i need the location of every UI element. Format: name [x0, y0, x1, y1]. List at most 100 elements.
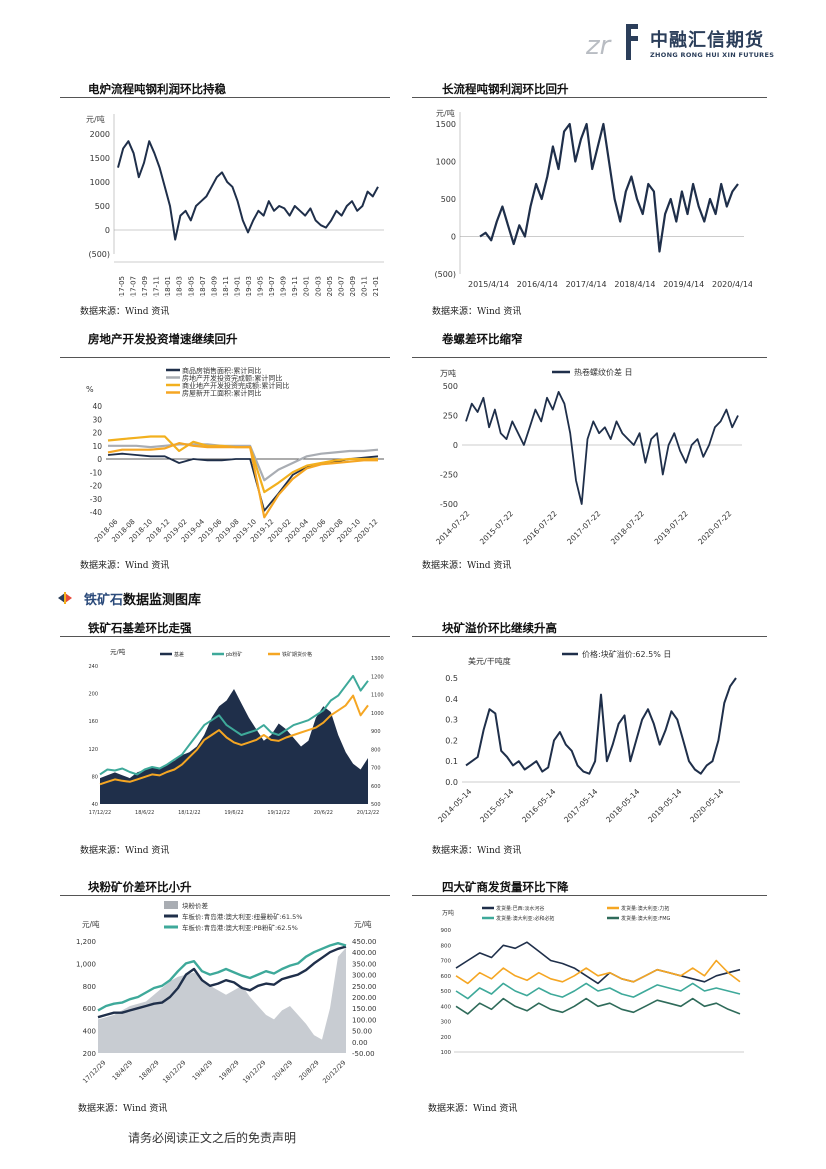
basis-area: [100, 689, 368, 804]
y-tick-label: 900: [441, 928, 452, 934]
legend-label: 价格:块矿溢价:62.5% 日: [582, 649, 671, 659]
x-tick-label: 2015-07-22: [478, 509, 515, 546]
x-tick-label: 2020-07: [337, 276, 345, 297]
y2-tick-label: 0.00: [352, 1039, 368, 1047]
x-tick-label: 2020-11: [360, 276, 368, 297]
legend-label: 热卷螺纹价差 日: [574, 367, 633, 377]
y-tick-label: (500): [434, 270, 456, 279]
x-tick-label: 19/12/22: [267, 810, 289, 816]
y-tick-label: 400: [441, 1004, 452, 1010]
y-tick-label: -30: [90, 495, 102, 504]
svg-text:zr: zr: [586, 31, 613, 61]
y-tick-label: (500): [88, 250, 110, 259]
y-tick-label: 0.5: [445, 674, 458, 683]
section-title-highlight: 铁矿石: [84, 592, 124, 608]
section-title-rest: 数据监测图库: [123, 592, 202, 608]
x-tick-label: 19/4/29: [191, 1059, 214, 1082]
y-tick-label: 400: [83, 1028, 96, 1036]
y-tick-label: 200: [83, 1050, 96, 1058]
x-tick-label: 2020-07-22: [696, 509, 733, 546]
panel-1-source: 数据来源：Wind 资讯: [80, 307, 170, 317]
y-tick-label: 500: [441, 989, 452, 995]
y-tick-label: 80: [92, 774, 98, 780]
x-tick-label: 2017-09: [141, 276, 149, 297]
y2-tick-label: 500: [371, 802, 381, 808]
panel-1-title: 电炉流程吨钢利润环比持稳: [88, 82, 226, 96]
y2-tick-label: 100.00: [352, 1016, 377, 1024]
panel-3-title: 房地产开发投资增速继续回升: [88, 332, 238, 346]
panel-1-rule: [60, 97, 390, 98]
x-tick-label: 2018-05: [187, 276, 195, 297]
x-tick-label: 20/4/29: [271, 1059, 294, 1082]
legend-label: 商品房销售面积:累计同比: [182, 366, 261, 375]
x-tick-label: 2017/4/14: [566, 280, 607, 289]
company-logo: zr 中融汇信期货 ZHONG RONG HUI XIN FUTURES: [586, 20, 786, 64]
x-tick-label: 2017-07: [130, 276, 138, 297]
x-tick-label: 2019-07: [268, 276, 276, 297]
x-tick-label: 2015-05-14: [478, 787, 515, 824]
y-tick-label: 1,000: [76, 960, 96, 968]
panel-3-chart: % 商品房销售面积:累计同比 房地产开发投资完成额:累计同比 商业地产开发投资完成额:…: [78, 362, 390, 552]
x-tick-label: 18/8/29: [137, 1059, 160, 1082]
chart-svg: % 商品房销售面积:累计同比房地产开发投资完成额:累计同比商业地产开发投资完成额:…: [86, 366, 384, 544]
y-tick-label: 0.0: [445, 778, 458, 787]
legend-label: pb粉矿: [226, 651, 242, 658]
panel-7-rule: [60, 895, 390, 896]
x-tick-label: 2017-07-22: [565, 509, 602, 546]
x-tick-label: 2016/4/14: [517, 280, 558, 289]
x-tick-label: 2017-05-14: [562, 787, 599, 824]
series-line: [107, 452, 379, 512]
y-tick-label: 300: [441, 1020, 452, 1026]
panel-8-chart: 万吨 发货量:巴西:淡水河谷 发货量:澳大利亚:力拓 发货量:澳大利亚:必和必拓 发货量…: [432, 900, 754, 1085]
y-tick-label: 0.4: [445, 695, 458, 704]
panel-2-chart: 元/吨 1500 1000 500 0 (500) 2015/4/14 2016/4/14 20…: [422, 102, 752, 297]
section-bullet-icon: [58, 592, 72, 604]
x-tick-label: 2020-05-14: [688, 787, 725, 824]
y2-tick-label: 300.00: [352, 972, 377, 980]
shipment-series-line: [455, 997, 741, 1015]
y-tick-label: 0.1: [445, 757, 458, 766]
y2-tick-label: 50.00: [352, 1028, 372, 1036]
y-tick-label: 10: [92, 442, 102, 451]
legend-swatch: [164, 901, 178, 909]
x-tick-label: 19/6/22: [224, 810, 243, 816]
profit-series-line: [479, 122, 739, 253]
shipment-series-line: [455, 959, 741, 985]
panel-8-title: 四大矿商发货量环比下降: [442, 880, 569, 894]
panel-2-source: 数据来源：Wind 资讯: [432, 307, 522, 317]
y-tick-label: 0: [451, 233, 456, 242]
y-tick-label: 100: [441, 1050, 452, 1056]
y-tick-label: 120: [88, 747, 98, 753]
x-tick-label: 18/6/22: [135, 810, 154, 816]
panel-4-chart: 万吨 热卷螺纹价差 日 500 250 0 -250 -500 2014-07-22 2015-…: [422, 362, 752, 552]
y2-tick-label: 1100: [371, 693, 384, 699]
y2-tick-label: 1200: [371, 674, 384, 680]
x-tick-label: 17/12/22: [89, 810, 111, 816]
panel-8-rule: [412, 895, 767, 896]
legend-label: 发货量:澳大利亚:必和必拓: [496, 915, 554, 922]
spread-area: [98, 947, 346, 1053]
y-tick-label: -40: [90, 508, 102, 517]
y2-tick-label: 700: [371, 766, 381, 772]
x-tick-label: 18/4/29: [111, 1059, 134, 1082]
y-tick-label: 250: [443, 412, 458, 421]
panel-7-source: 数据来源：Wind 资讯: [78, 1104, 168, 1114]
panel-6-chart: 美元/干吨度 价格:块矿溢价:62.5% 日 0.5 0.4 0.3 0.2 0.1 0.0 2…: [422, 644, 752, 834]
x-tick-label: 2018-01: [164, 276, 172, 297]
x-tick-label: 2019-01: [233, 276, 241, 297]
panel-1-chart: 元/吨 2000 1500 1000 500 0 (500) 2017-05 2017-07 20…: [78, 102, 390, 297]
y-tick-label: 1000: [436, 158, 456, 167]
x-tick-label: 2020-05: [326, 276, 334, 297]
y2-tick-label: -50.00: [352, 1050, 375, 1058]
y2-tick-label: 450.00: [352, 938, 377, 946]
y2-tick-label: 1300: [371, 656, 384, 662]
axis-unit-label: 美元/干吨度: [468, 656, 511, 666]
panel-5-source: 数据来源：Wind 资讯: [80, 846, 170, 856]
y-tick-label: 500: [441, 195, 456, 204]
axis-unit-label: 元/吨: [110, 647, 126, 656]
x-tick-label: 19/8/29: [217, 1059, 240, 1082]
panel-6-rule: [412, 636, 767, 637]
shipment-series-line: [455, 941, 741, 985]
